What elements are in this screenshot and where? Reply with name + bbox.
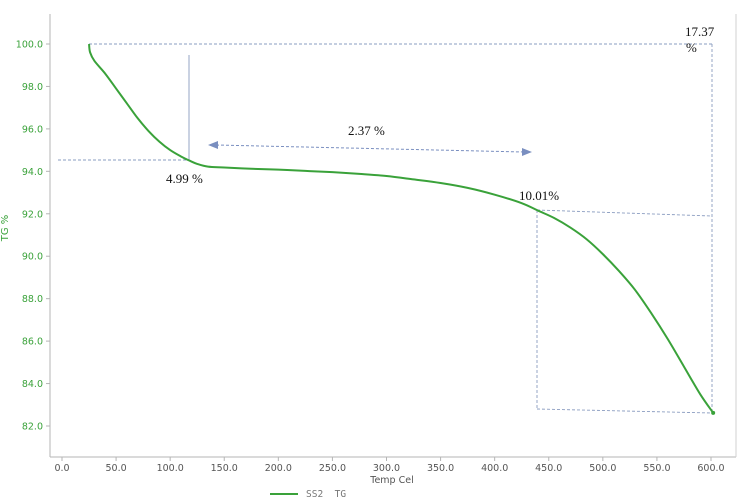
legend-label: SS2 TG: [306, 489, 346, 500]
x-axis-ticks: 0.0 50.0 100.0 150.0 200.0 250.0 300.0 350.0 400…: [54, 457, 725, 474]
annotation-total-loss-unit: %: [686, 40, 697, 55]
x-tick-label: 100.0: [157, 463, 184, 474]
arrow-head-right: [522, 148, 532, 156]
x-tick-label: 450.0: [535, 463, 562, 474]
arrow-head-left: [208, 141, 218, 149]
y-axis-title: TG %: [0, 215, 11, 243]
y-tick-label: 94.0: [22, 167, 43, 178]
guide-lines: [58, 43, 713, 414]
x-tick-label: 50.0: [106, 463, 127, 474]
annotation-mass-loss-2: 2.37 %: [348, 123, 385, 138]
legend: SS2 TG: [270, 489, 346, 500]
guide-bottom-horizontal: [536, 408, 713, 414]
y-tick-label: 88.0: [22, 294, 43, 305]
range-arrow: [208, 141, 532, 156]
annotation-mass-loss-3: 10.01%: [519, 188, 559, 203]
x-tick-label: 200.0: [265, 463, 292, 474]
x-tick-label: 300.0: [373, 463, 400, 474]
x-tick-label: 600.0: [697, 463, 724, 474]
x-tick-label: 400.0: [481, 463, 508, 474]
y-tick-label: 92.0: [22, 209, 43, 220]
x-tick-label: 500.0: [589, 463, 616, 474]
series-end-point: [711, 410, 716, 415]
y-tick-label: 98.0: [22, 82, 43, 93]
y-tick-label: 100.0: [16, 40, 43, 51]
x-tick-label: 0.0: [54, 463, 69, 474]
x-axis-title: Temp Cel: [369, 475, 413, 486]
plot-frame: [49, 14, 737, 458]
y-tick-label: 82.0: [22, 422, 43, 433]
series-line-ss2-tg: [88, 43, 714, 414]
y-tick-label: 86.0: [22, 337, 43, 348]
x-tick-label: 250.0: [319, 463, 346, 474]
y-axis-ticks: 82.0 84.0 86.0 88.0 90.0 92.0 94.0 96.0 98.0 100.…: [16, 40, 50, 433]
annotation-total-loss-value: 17.37: [685, 24, 715, 39]
y-tick-label: 96.0: [22, 124, 43, 135]
x-tick-label: 350.0: [427, 463, 454, 474]
x-tick-label: 550.0: [643, 463, 670, 474]
x-tick-label: 150.0: [211, 463, 238, 474]
y-tick-label: 90.0: [22, 252, 43, 263]
annotation-mass-loss-1: 4.99 %: [166, 171, 203, 186]
y-tick-label: 84.0: [22, 379, 43, 390]
guide-mid-horizontal: [536, 209, 713, 217]
